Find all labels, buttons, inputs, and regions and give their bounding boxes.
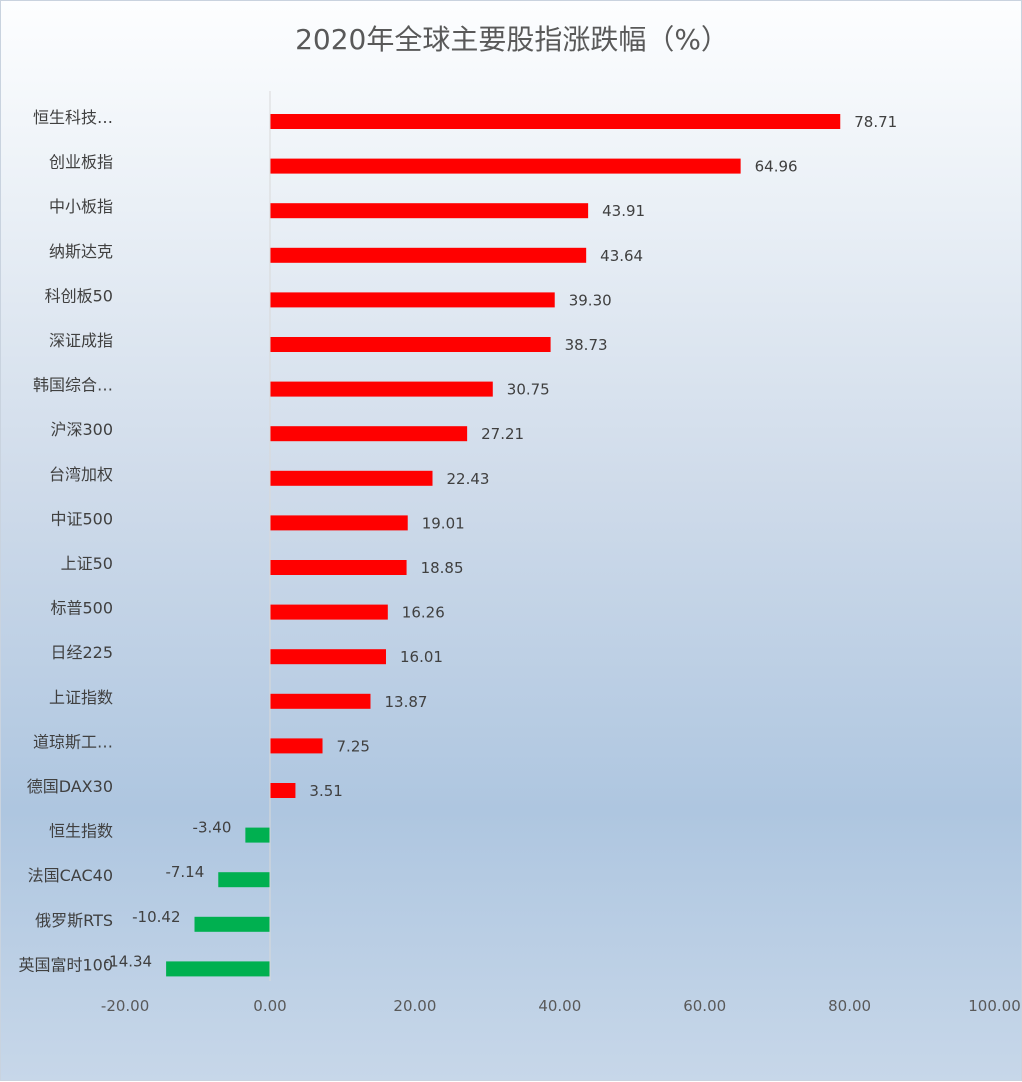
x-axis-ticks: -20.00 0.00 20.00 40.00 60.00 80.00 100.00 xyxy=(101,997,1021,1015)
category-label: 科创板50 xyxy=(45,286,113,305)
category-label: 台湾加权 xyxy=(49,465,113,484)
data-label: 22.43 xyxy=(447,470,490,488)
category-label: 恒生科技… xyxy=(33,108,113,127)
bar xyxy=(245,827,270,843)
data-label: 13.87 xyxy=(384,693,427,711)
category-label: 创业板指 xyxy=(49,153,113,172)
category-label: 道琼斯工… xyxy=(33,732,113,751)
bar xyxy=(166,961,270,977)
x-tick-label: 20.00 xyxy=(393,997,436,1015)
data-label: 30.75 xyxy=(507,381,550,399)
bar xyxy=(270,247,587,263)
bar xyxy=(270,114,841,129)
chart-title: 2020年全球主要股指涨跌幅（%） xyxy=(295,23,729,56)
category-label: 深证成指 xyxy=(49,331,113,350)
bar xyxy=(270,783,296,798)
x-tick-label: 0.00 xyxy=(253,997,286,1015)
bar xyxy=(270,560,407,575)
bar xyxy=(270,470,433,486)
data-label: -7.14 xyxy=(165,863,204,881)
bar xyxy=(194,916,270,932)
category-label: 标普500 xyxy=(50,599,113,618)
x-tick-label: 100.00 xyxy=(968,997,1021,1015)
bar xyxy=(270,292,555,308)
data-label: 78.71 xyxy=(854,113,897,131)
bar xyxy=(270,158,741,174)
x-tick-label: -20.00 xyxy=(101,997,149,1015)
value-labels: 78.71 64.96 43.91 43.64 39.30 38.73 30.75 27.21… xyxy=(104,113,897,970)
data-label: 39.30 xyxy=(569,291,612,309)
data-label: -3.40 xyxy=(193,819,232,837)
data-label: 64.96 xyxy=(755,158,798,176)
x-tick-label: 60.00 xyxy=(683,997,726,1015)
category-label: 德国DAX30 xyxy=(27,777,113,796)
category-label: 英国富时100 xyxy=(18,955,113,974)
category-label: 上证指数 xyxy=(49,688,113,707)
data-label: 7.25 xyxy=(337,737,370,755)
category-label: 上证50 xyxy=(61,554,113,573)
category-label: 恒生指数 xyxy=(49,822,113,841)
bar xyxy=(270,426,468,442)
category-label: 法国CAC40 xyxy=(28,866,113,885)
x-tick-label: 80.00 xyxy=(828,997,871,1015)
x-tick-label: 40.00 xyxy=(538,997,581,1015)
bar xyxy=(270,693,371,709)
bar xyxy=(270,515,408,531)
data-label: 16.26 xyxy=(402,604,445,622)
category-label: 纳斯达克 xyxy=(49,242,113,261)
data-label: 3.51 xyxy=(309,782,342,800)
bar xyxy=(270,203,589,219)
data-label: 38.73 xyxy=(565,336,608,354)
category-label: 俄罗斯RTS xyxy=(35,911,113,930)
bar xyxy=(270,381,493,397)
category-label: 韩国综合… xyxy=(33,376,113,395)
bar xyxy=(270,604,388,620)
category-label: 沪深300 xyxy=(50,420,113,439)
category-label: 中小板指 xyxy=(49,197,113,216)
bar xyxy=(270,337,551,352)
data-label: 43.64 xyxy=(600,247,643,265)
data-label: -10.42 xyxy=(132,908,180,926)
category-label: 日经225 xyxy=(50,643,113,662)
data-label: 27.21 xyxy=(481,425,524,443)
data-label: 43.91 xyxy=(602,202,645,220)
bar xyxy=(270,649,386,665)
bar-group xyxy=(166,114,841,977)
bar xyxy=(218,872,270,888)
data-label: 19.01 xyxy=(422,514,465,532)
category-label: 中证500 xyxy=(50,509,113,528)
data-label: 18.85 xyxy=(421,559,464,577)
data-label: -14.34 xyxy=(104,952,152,970)
data-label: 16.01 xyxy=(400,648,443,666)
bar xyxy=(270,738,323,754)
